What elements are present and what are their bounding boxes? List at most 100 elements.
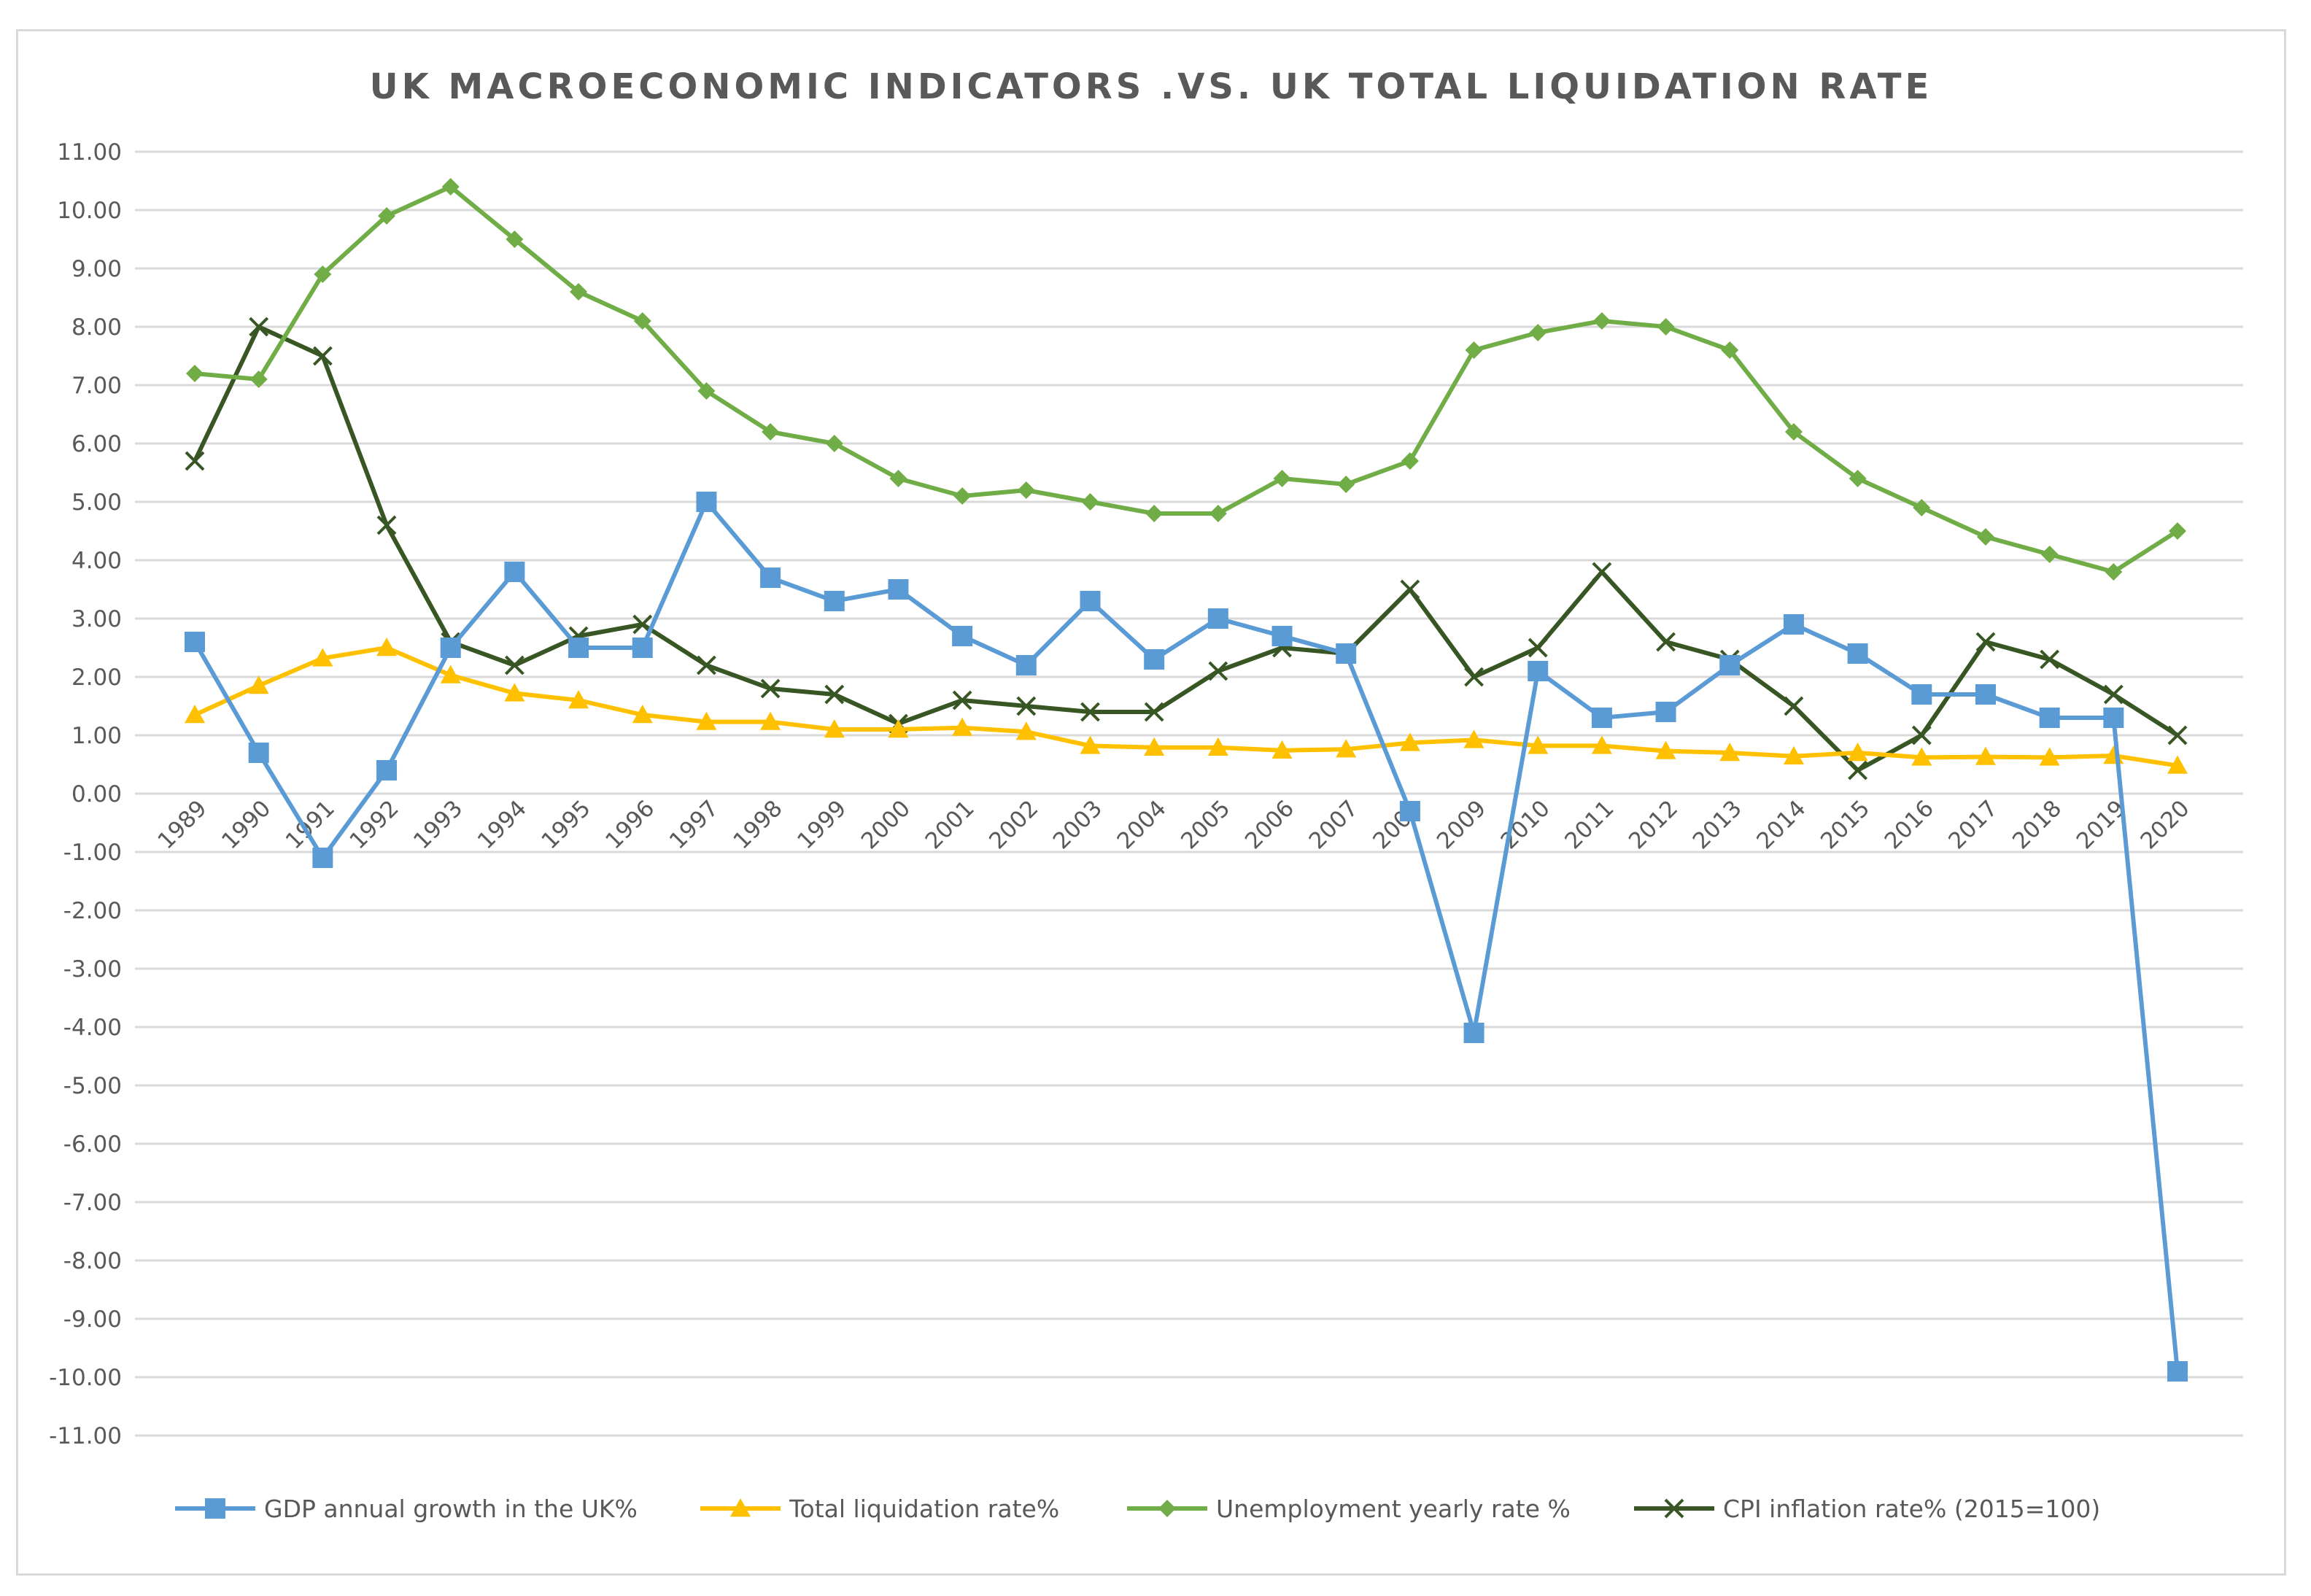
y-tick-label: 7.00: [71, 373, 122, 399]
data-point: [1145, 505, 1164, 522]
data-point: [1913, 499, 1931, 516]
x-tick-label: 2013: [1688, 795, 1747, 854]
data-point: [1209, 505, 1227, 522]
legend: GDP annual growth in the UK% Total liquid…: [175, 1495, 2100, 1523]
legend-swatch-marker: [730, 1498, 751, 1517]
data-point: [1911, 747, 1932, 766]
data-point: [1719, 655, 1741, 675]
y-tick-label: -4.00: [63, 1015, 122, 1041]
data-point: [2167, 725, 2188, 745]
chart-title: UK MACROECONOMIC INDICATORS .VS. UK TOTA…: [370, 66, 1933, 107]
x-tick-label: 2006: [1240, 795, 1299, 854]
x-tick-label: 1992: [344, 795, 403, 854]
x-tick-label: 1999: [792, 795, 851, 854]
data-point: [1847, 743, 1868, 762]
data-point: [1463, 1023, 1484, 1043]
y-tick-label: -1.00: [63, 840, 122, 866]
y-tick-label: -9.00: [63, 1306, 122, 1333]
data-point: [1591, 708, 1612, 728]
data-point: [1081, 493, 1099, 511]
data-point: [1336, 739, 1357, 758]
data-point: [1911, 725, 1932, 745]
y-tick-label: 11.00: [57, 139, 122, 166]
data-point: [1783, 745, 1804, 764]
y-tick-label: 9.00: [71, 256, 122, 282]
x-tick-label: 2015: [1816, 795, 1875, 854]
y-tick-label: -7.00: [63, 1190, 122, 1216]
data-point: [2040, 649, 2060, 670]
y-tick-label: 0.00: [71, 781, 122, 807]
legend-item: Unemployment yearly rate %: [1127, 1495, 1571, 1523]
x-tick-label: 2010: [1496, 795, 1555, 854]
data-point: [1399, 732, 1420, 751]
data-point: [824, 719, 845, 738]
data-point: [1144, 737, 1165, 756]
x-tick-label: 2000: [856, 795, 916, 854]
x-tick-label: 1989: [152, 795, 212, 854]
data-point: [1528, 638, 1548, 658]
data-point: [2167, 755, 2188, 774]
data-point: [1271, 740, 1293, 759]
x-tick-label: 2002: [984, 795, 1043, 854]
data-point: [1975, 746, 1996, 765]
series-3: [185, 317, 2188, 780]
data-point: [1273, 470, 1291, 487]
legend-item: CPI inflation rate% (2015=100): [1634, 1495, 2100, 1523]
data-point: [760, 567, 781, 588]
data-point: [1784, 423, 1803, 441]
data-point: [1528, 661, 1549, 681]
data-point: [1017, 481, 1035, 499]
series-1: [185, 638, 2188, 774]
series-line: [193, 325, 2179, 772]
y-tick-label: -5.00: [63, 1073, 122, 1099]
data-point: [824, 591, 845, 611]
data-point: [2169, 522, 2186, 540]
data-point: [506, 231, 524, 248]
legend-item: GDP annual growth in the UK%: [175, 1495, 638, 1523]
data-point: [1400, 579, 1420, 600]
chart-canvas: UK MACROECONOMIC INDICATORS .VS. UK TOTA…: [49, 66, 2243, 1523]
y-tick-label: 5.00: [71, 489, 122, 516]
data-point: [1271, 626, 1293, 646]
x-axis-tick-labels: 1989 1990 1991 1992 1993 1994 1995 1996 1997 1998…: [152, 795, 2194, 854]
data-point: [632, 638, 653, 658]
series-layer: [185, 178, 2188, 1382]
data-point: [441, 178, 460, 195]
data-point: [760, 711, 781, 730]
data-point: [2105, 563, 2123, 581]
data-point: [1401, 452, 1419, 470]
data-point: [953, 487, 972, 505]
data-point: [1657, 318, 1675, 336]
legend-item: Total liquidation rate%: [700, 1495, 1059, 1523]
data-point: [1208, 661, 1228, 681]
data-point: [1592, 312, 1611, 330]
chart-frame: UK MACROECONOMIC INDICATORS .VS. UK TOTA…: [16, 29, 2286, 1576]
x-tick-label: 2018: [2008, 795, 2067, 854]
data-point: [378, 207, 396, 225]
data-point: [249, 371, 268, 388]
data-point: [760, 678, 781, 699]
data-point: [376, 638, 398, 656]
data-point: [825, 435, 843, 452]
data-point: [1848, 760, 1868, 780]
data-point: [376, 515, 397, 535]
y-tick-label: 1.00: [71, 723, 122, 749]
data-point: [185, 632, 205, 652]
data-point: [632, 705, 653, 724]
data-point: [697, 382, 716, 400]
x-tick-label: 1997: [665, 795, 724, 854]
data-point: [1016, 696, 1037, 716]
x-tick-label: 1990: [217, 795, 276, 854]
data-point: [1465, 341, 1483, 359]
data-point: [1336, 643, 1357, 664]
data-point: [1783, 614, 1804, 635]
y-tick-label: 10.00: [57, 198, 122, 224]
y-tick-label: -6.00: [63, 1131, 122, 1158]
data-point: [1655, 702, 1676, 722]
data-point: [504, 655, 524, 675]
data-point: [440, 638, 461, 658]
y-tick-label: 2.00: [71, 665, 122, 691]
data-point: [312, 648, 333, 667]
data-point: [568, 638, 589, 658]
data-point: [2167, 1361, 2188, 1382]
